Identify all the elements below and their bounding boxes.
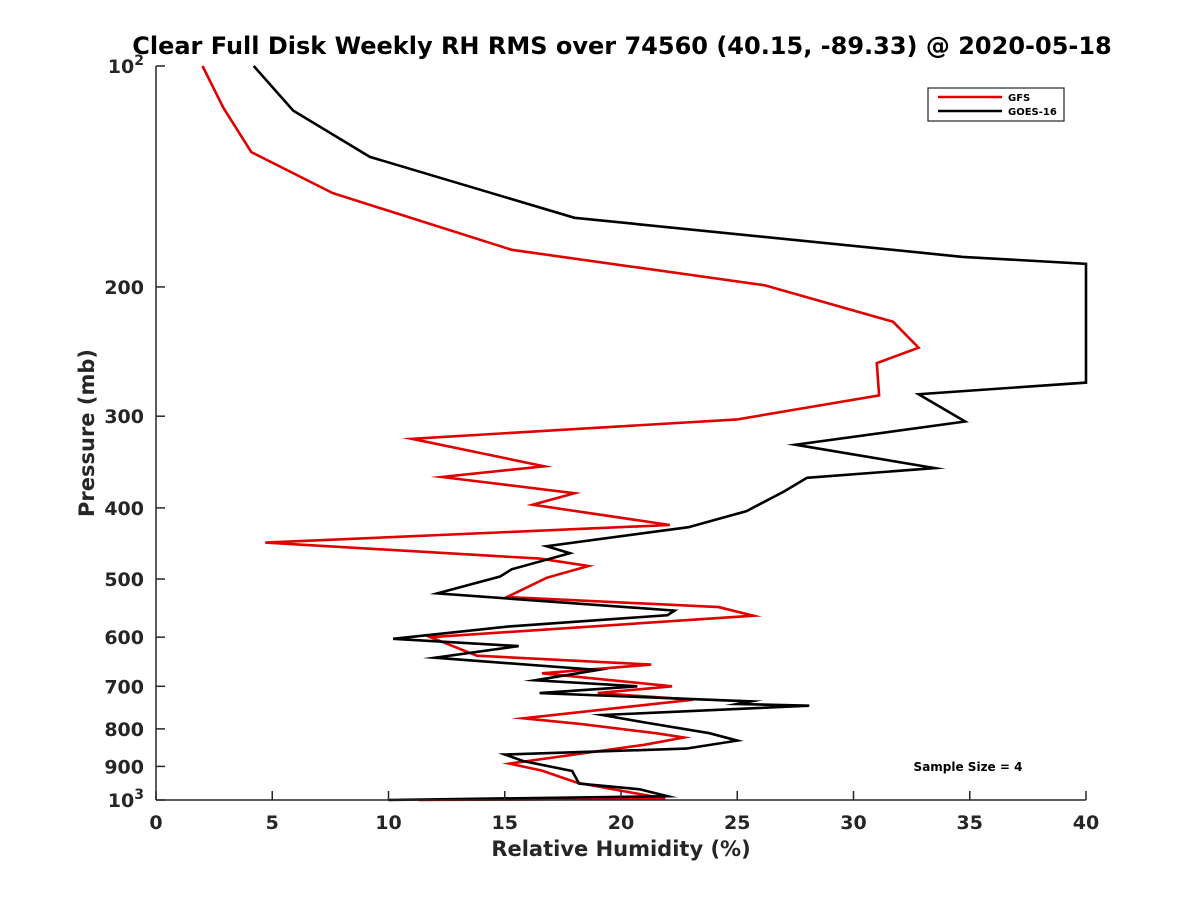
y-tick-label: 300: [104, 406, 144, 428]
y-axis-label: Pressure (mb): [75, 349, 99, 517]
x-axis-label: Relative Humidity (%): [491, 837, 750, 861]
x-tick-label: 10: [375, 812, 401, 834]
x-tick-label: 0: [149, 812, 162, 834]
legend: GFS GOES-16: [927, 87, 1065, 122]
y-tick-label: 900: [104, 756, 144, 778]
y-tick-label: 600: [104, 627, 144, 649]
y-axis-ticks: 102 200 300 400 500 600 700 800 900 103: [104, 53, 165, 812]
x-tick-label: 15: [492, 812, 518, 834]
x-tick-label: 35: [957, 812, 983, 834]
x-tick-label: 5: [266, 812, 279, 834]
x-tick-label: 40: [1073, 812, 1099, 834]
series-line-goes-16: [252, 65, 1088, 802]
y-tick-label: 500: [104, 569, 144, 591]
y-tick-label: 102: [108, 53, 144, 78]
y-tick-label: 400: [104, 498, 144, 520]
x-axis-ticks: 0 5 10 15 20 25 30 35 40: [149, 791, 1099, 834]
series-layer: [201, 65, 1088, 802]
y-tick-label: 200: [104, 277, 144, 299]
y-tick-label: 700: [104, 676, 144, 698]
legend-box: [927, 87, 1065, 122]
x-tick-label: 30: [840, 812, 866, 834]
y-tick-label: 103: [108, 787, 144, 812]
series-line-gfs: [201, 65, 921, 802]
plot-background: [156, 66, 1086, 800]
plot-area: 0 5 10 15 20 25 30 35 40 102 200 300 400 500 600 700 80…: [104, 53, 1099, 834]
x-tick-label: 20: [608, 812, 634, 834]
x-tick-label: 25: [724, 812, 750, 834]
chart-title: Clear Full Disk Weekly RH RMS over 74560…: [132, 32, 1112, 60]
y-tick-label: 800: [104, 719, 144, 741]
legend-label: GOES-16: [1008, 107, 1057, 118]
sample-size-annotation: Sample Size = 4: [914, 760, 1023, 774]
legend-items: GFS GOES-16: [938, 93, 1057, 118]
legend-label: GFS: [1008, 93, 1030, 104]
